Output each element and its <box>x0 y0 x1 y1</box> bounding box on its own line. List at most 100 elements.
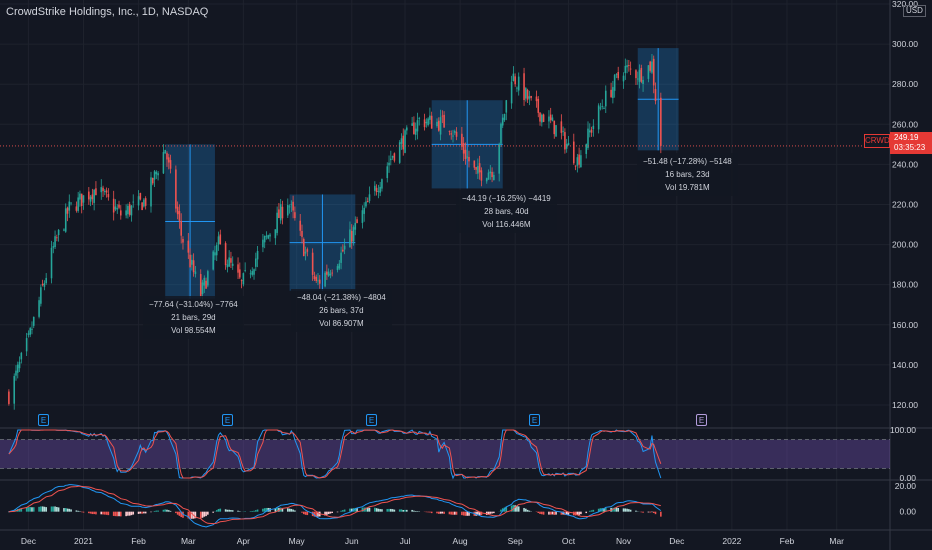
price-axis-tick-label: 300.00 <box>892 39 918 49</box>
macd-histogram-bar <box>590 510 593 512</box>
macd-histogram-bar <box>118 511 120 517</box>
candle-body <box>404 130 406 153</box>
candle-body <box>624 65 627 74</box>
last-price-label: 249.19 03:35:23 <box>890 132 932 154</box>
price-axis-tick-label: 120.00 <box>892 400 918 410</box>
candle-body <box>118 204 120 208</box>
macd-histogram-bar <box>40 506 42 512</box>
candle-body <box>137 196 140 206</box>
macd-histogram-bar <box>652 511 655 513</box>
macd-histogram-bar <box>553 511 556 515</box>
candle-body <box>214 252 216 256</box>
candle-body <box>475 167 477 170</box>
candle-body <box>425 121 428 124</box>
macd-histogram-bar <box>402 510 405 512</box>
candle-body <box>418 118 421 119</box>
macd-histogram-bar <box>294 510 296 512</box>
macd-histogram-bar <box>603 508 605 512</box>
candle-body <box>93 189 95 203</box>
candle-body <box>406 127 408 131</box>
macd-histogram-bar <box>41 506 44 512</box>
macd-histogram-bar <box>224 509 227 512</box>
macd-histogram-bar <box>52 506 55 512</box>
candle-body <box>354 222 357 230</box>
macd-histogram-bar <box>327 511 330 515</box>
candle-body <box>263 235 266 243</box>
candle-body <box>191 259 193 265</box>
macd-histogram-bar <box>375 508 378 512</box>
candle-body <box>199 274 202 297</box>
earnings-marker-icon[interactable]: E <box>366 414 377 426</box>
candle-body <box>638 69 641 82</box>
macd-histogram-bar <box>31 507 33 512</box>
macd-histogram-bar <box>63 508 65 512</box>
macd-histogram-bar <box>368 507 371 512</box>
candle-body <box>528 96 531 99</box>
time-axis-tick-label: Aug <box>453 536 468 546</box>
macd-histogram-bar <box>290 508 293 512</box>
candle-body <box>178 211 181 221</box>
candle-body <box>574 165 577 167</box>
candle-body <box>505 100 508 113</box>
candle-body <box>393 153 396 161</box>
macd-histogram-bar <box>453 511 456 515</box>
currency-button[interactable]: USD <box>903 5 926 17</box>
macd-histogram-bar <box>436 511 438 514</box>
macd-histogram-bar <box>450 511 453 515</box>
candle-body <box>40 287 42 304</box>
macd-histogram-bar <box>274 508 277 512</box>
macd-histogram <box>8 504 662 520</box>
earnings-marker-icon[interactable]: E <box>529 414 540 426</box>
candle-body <box>461 133 463 147</box>
macd-histogram-bar <box>592 509 595 512</box>
macd-histogram-bar <box>604 507 607 512</box>
macd-histogram-bar <box>329 511 332 514</box>
measure-bars: 26 bars, 37d <box>319 306 364 315</box>
candle-body <box>301 231 303 237</box>
candle-body <box>629 68 632 70</box>
candle-body <box>125 210 127 216</box>
upcoming-earnings-marker-icon[interactable]: E <box>696 414 707 426</box>
macd-histogram-bar <box>560 511 563 515</box>
candle-body <box>564 132 566 150</box>
macd-histogram-bar <box>374 507 376 512</box>
macd-histogram-bar <box>640 511 643 513</box>
candle-body <box>651 61 653 73</box>
candle-body <box>176 206 179 215</box>
macd-histogram-bar <box>379 509 381 512</box>
macd-histogram-bar <box>441 511 444 514</box>
candle-body <box>491 171 493 178</box>
macd-histogram-bar <box>50 506 53 512</box>
candle-body <box>70 202 72 204</box>
earnings-marker-icon[interactable]: E <box>222 414 233 426</box>
macd-histogram-bar <box>464 511 467 516</box>
earnings-marker-icon[interactable]: E <box>38 414 49 426</box>
macd-histogram-bar <box>597 508 600 512</box>
macd-histogram-bar <box>27 507 30 512</box>
macd-histogram-bar <box>265 507 268 512</box>
candle-body <box>411 123 413 126</box>
macd-histogram-bar <box>430 511 433 514</box>
macd-histogram-bar <box>354 507 357 512</box>
macd-histogram-bar <box>585 511 588 514</box>
macd-histogram-bar <box>649 511 651 513</box>
price-axis-tick-label: 280.00 <box>892 79 918 89</box>
candle-body <box>525 88 527 99</box>
macd-histogram-bar <box>57 507 60 512</box>
candle-body <box>343 245 346 250</box>
macd-histogram-bar <box>413 510 415 512</box>
candle-body <box>50 247 53 279</box>
macd-histogram-bar <box>143 511 145 514</box>
macd-histogram-bar <box>517 506 520 512</box>
macd-histogram-bar <box>626 508 628 512</box>
macd-histogram-bar <box>377 508 380 512</box>
macd-histogram-bar <box>578 511 580 515</box>
macd-histogram-bar <box>169 510 172 512</box>
measure-change: −44.19 (−16.25%) −4419 <box>462 194 551 203</box>
candle-body <box>615 73 618 75</box>
macd-histogram-bar <box>43 506 46 512</box>
candle-body <box>219 234 222 245</box>
macd-histogram-bar <box>107 511 110 516</box>
candle-body <box>613 75 616 91</box>
